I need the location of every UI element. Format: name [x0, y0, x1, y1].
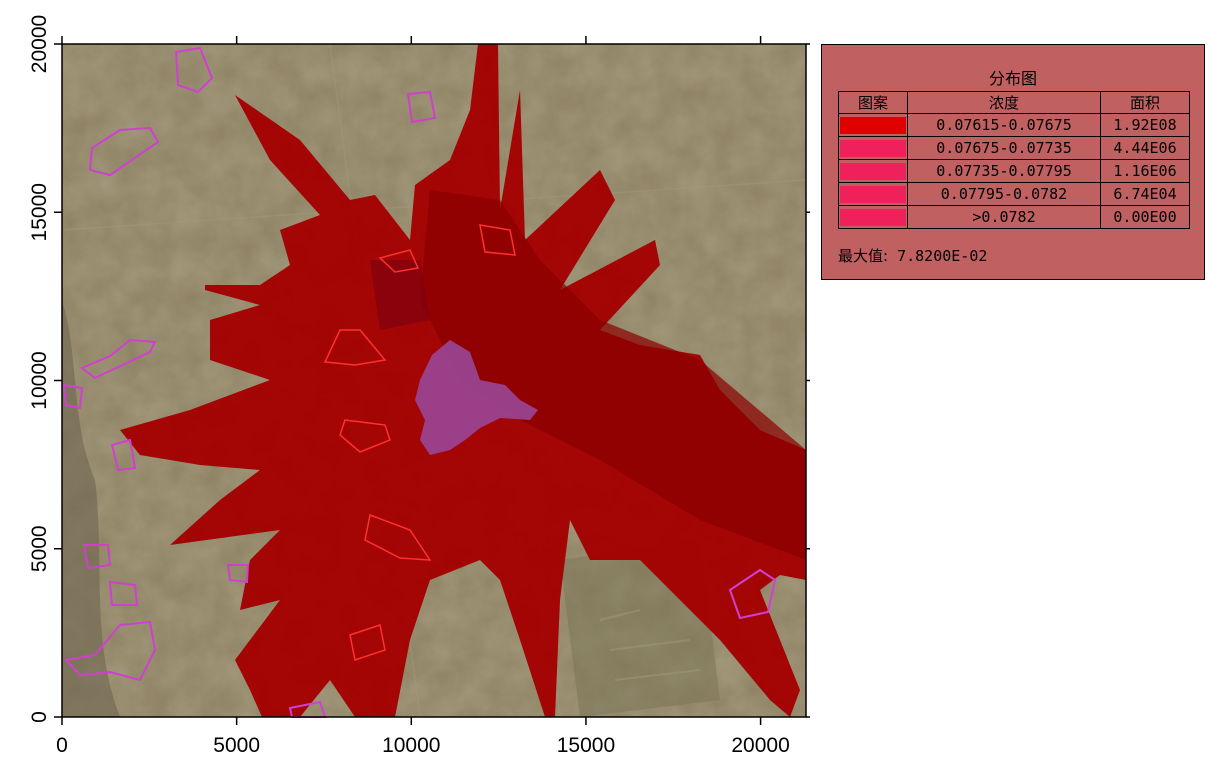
y-tick-label: 10000: [28, 351, 51, 409]
x-tick-label: 10000: [382, 734, 440, 757]
legend-max-label: 最大值:: [838, 247, 889, 265]
legend-concentration: >0.0782: [907, 205, 1101, 229]
legend-header-concentration: 浓度: [907, 91, 1101, 114]
legend-row: >0.0782 0.00E00: [838, 205, 1190, 229]
legend-max: 最大值: 7.8200E-02: [838, 245, 987, 266]
legend-concentration: 0.07735-0.07795: [907, 159, 1101, 183]
x-tick-label: 20000: [731, 734, 789, 757]
legend-concentration: 0.07795-0.0782: [907, 182, 1101, 206]
x-tick-label: 15000: [557, 734, 615, 757]
legend-row: 0.07675-0.07735 4.44E06: [838, 136, 1190, 160]
legend-swatch: [840, 208, 906, 226]
legend-swatch: [840, 185, 906, 203]
source-area: [415, 340, 538, 455]
legend-area: 1.92E08: [1100, 113, 1190, 137]
legend-panel: 分布图 图案 浓度 面积 0.07615-0.07675 1.92E08 0.0…: [821, 44, 1205, 280]
legend-concentration: 0.07675-0.07735: [907, 136, 1101, 160]
concentration-map: 0 5000 10000 15000 20000 0 5000 10000 15000 2000…: [28, 15, 810, 757]
site-outlines: [62, 46, 777, 718]
x-tick-label: 0: [56, 734, 68, 757]
x-tick-label: 5000: [213, 734, 260, 757]
y-tick-label: 5000: [28, 525, 51, 572]
x-axis: 0 5000 10000 15000 20000: [56, 36, 790, 757]
legend-area: 6.74E04: [1100, 182, 1190, 206]
legend-swatch: [840, 162, 906, 180]
legend-area: 0.00E00: [1100, 205, 1190, 229]
legend-header-area: 面积: [1100, 91, 1190, 114]
legend-concentration: 0.07615-0.07675: [907, 113, 1101, 137]
legend-area: 4.44E06: [1100, 136, 1190, 160]
y-axis: 0 5000 10000 15000 20000: [28, 15, 810, 723]
legend-table: 图案 浓度 面积 0.07615-0.07675 1.92E08 0.07675…: [838, 91, 1190, 229]
y-tick-label: 20000: [28, 15, 51, 73]
legend-area: 1.16E06: [1100, 159, 1190, 183]
y-tick-label: 0: [28, 711, 51, 723]
legend-header-pattern: 图案: [838, 91, 908, 114]
legend-row: 0.07795-0.0782 6.74E04: [838, 182, 1190, 206]
legend-title: 分布图: [988, 69, 1037, 88]
legend-row: 0.07735-0.07795 1.16E06: [838, 159, 1190, 183]
legend-swatch: [840, 139, 906, 157]
plume-site-outlines: [323, 224, 516, 661]
legend-row: 0.07615-0.07675 1.92E08: [838, 113, 1190, 137]
y-tick-label: 15000: [28, 183, 51, 241]
legend-max-value: 7.8200E-02: [897, 247, 988, 265]
legend-swatch: [840, 116, 906, 134]
